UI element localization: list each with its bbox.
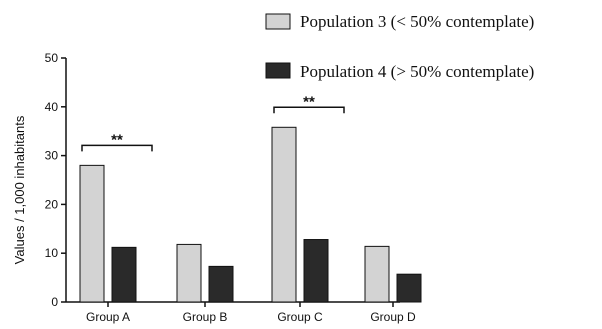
significance-bracket-1 <box>81 144 153 152</box>
x-tick-label-group-d: Group D <box>370 310 416 324</box>
legend-label-population-3: Population 3 (< 50% contemplate) <box>300 12 534 31</box>
y-tick-label-50: 50 <box>45 51 59 65</box>
legend-item-population-4: Population 4 (> 50% contemplate) <box>265 62 534 81</box>
legend-item-population-3: Population 3 (< 50% contemplate) <box>265 12 534 31</box>
y-tick-label-30: 30 <box>45 149 59 163</box>
x-tick-label-group-a: Group A <box>86 310 130 324</box>
x-tick-label-group-b: Group B <box>183 310 228 324</box>
bar-group-b-series-1 <box>176 243 202 303</box>
bar-group-d-series-2 <box>396 273 422 303</box>
legend-label-population-4: Population 4 (> 50% contemplate) <box>300 62 534 81</box>
y-tick-label-0: 0 <box>51 295 58 309</box>
y-tick-label-10: 10 <box>45 246 59 260</box>
y-axis-ticks: 0 10 20 30 40 50 <box>45 51 66 309</box>
bar-series <box>79 126 422 303</box>
x-tick-label-group-c: Group C <box>277 310 323 324</box>
legend: Population 3 (< 50% contemplate) Populat… <box>265 12 534 81</box>
significance-bracket-2 <box>273 106 345 114</box>
significance-label-2: ** <box>303 93 315 110</box>
y-axis-title: Values / 1,000 inhabitants <box>12 115 27 264</box>
x-axis-labels: Group A Group B Group C Group D <box>86 302 416 324</box>
legend-swatch-population-4 <box>265 62 291 79</box>
y-tick-label-20: 20 <box>45 197 59 211</box>
bar-group-d-series-1 <box>364 245 390 303</box>
y-tick-label-40: 40 <box>45 100 59 114</box>
bar-group-a-series-1 <box>79 164 105 303</box>
bar-group-b-series-2 <box>208 265 234 303</box>
significance-annotations: ** ** <box>81 93 345 152</box>
bar-group-a-series-2 <box>111 246 137 303</box>
significance-label-1: ** <box>111 131 123 148</box>
bar-group-c-series-2 <box>303 239 329 303</box>
bar-group-c-series-1 <box>271 126 297 303</box>
legend-swatch-population-3 <box>265 13 291 30</box>
